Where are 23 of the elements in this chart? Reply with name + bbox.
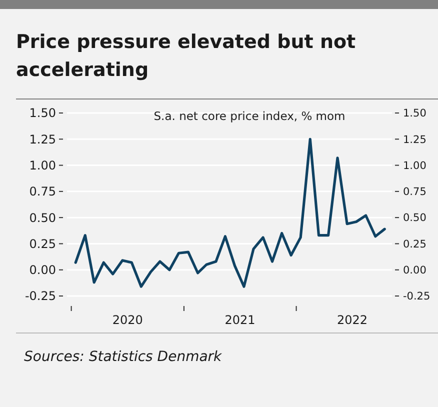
line-series [74,138,386,288]
y-tick-label: 1.50 [29,106,56,120]
y-tick-label: 0.00 [29,263,56,278]
y-tick-label: 1.00 [29,158,56,172]
x-tick-label: 2021 [224,313,256,327]
y2-tick-label: 1.25 [403,134,426,146]
y-tick-label: 0.50 [29,210,56,225]
y2-tick-label: 0.75 [403,186,426,198]
chart-title: Price pressure elevated but not accelerating [16,31,356,81]
y-tick-label: 1.25 [29,132,56,146]
y2-tick-label: -0.25 [403,290,430,303]
x-tick-label: 2020 [112,313,143,327]
y2-tick-label: 0.25 [403,238,426,250]
x-tick-label: 2022 [337,313,368,327]
chart-subtitle: S.a. net core price index, % mom [154,109,346,123]
y-tick-label: 0.75 [29,184,56,199]
y2-tick-label: 0.00 [403,264,426,277]
y2-tick-label: 1.50 [403,108,426,120]
y-tick-label: 0.25 [29,236,56,251]
y-tick-label: -0.25 [24,289,56,304]
y2-tick-label: 0.50 [403,212,426,224]
source-note: Sources: Statistics Denmark [24,349,223,365]
y2-tick-label: 1.00 [403,160,426,172]
